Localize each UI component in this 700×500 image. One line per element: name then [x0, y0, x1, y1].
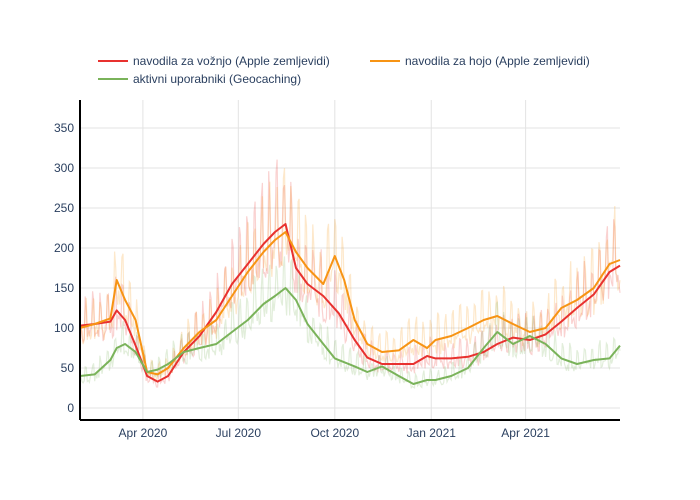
- x-tick-label: Apr 2020: [119, 426, 168, 440]
- legend[interactable]: navodila za vožnjo (Apple zemljevidi) nav…: [98, 54, 590, 86]
- daily-trace: [79, 159, 621, 388]
- legend-label: navodila za vožnjo (Apple zemljevidi): [133, 54, 330, 68]
- y-tick-label: 150: [54, 281, 74, 295]
- x-tick-label: Jul 2020: [216, 426, 262, 440]
- y-tick-label: 300: [54, 161, 74, 175]
- x-tick-label: Jan 2021: [407, 426, 457, 440]
- y-tick-labels: 0 50 100 150 200 250 300 350: [54, 121, 74, 415]
- y-tick-label: 350: [54, 121, 74, 135]
- legend-item[interactable]: navodila za vožnjo (Apple zemljevidi): [98, 54, 330, 68]
- series-line: [79, 287, 621, 385]
- y-gridlines: [80, 127, 620, 409]
- y-tick-label: 200: [54, 241, 74, 255]
- legend-label: navodila za hojo (Apple zemljevidi): [405, 54, 590, 68]
- x-tick-labels: Apr 2020 Jul 2020 Oct 2020 Jan 2021 Apr 2021: [119, 426, 551, 440]
- daily-value-traces: [79, 159, 621, 390]
- legend-item[interactable]: navodila za hojo (Apple zemljevidi): [370, 54, 590, 68]
- legend-label: aktivni uporabniki (Geocaching): [133, 72, 301, 86]
- x-tick-label: Apr 2021: [501, 426, 550, 440]
- x-tick-label: Oct 2020: [310, 426, 359, 440]
- series-line: [79, 231, 621, 376]
- y-tick-label: 50: [61, 361, 75, 375]
- axes: [79, 100, 620, 421]
- y-tick-label: 100: [54, 321, 74, 335]
- series-lines: [79, 223, 621, 385]
- series-line: [79, 223, 621, 383]
- legend-item[interactable]: aktivni uporabniki (Geocaching): [98, 72, 301, 86]
- y-tick-label: 250: [54, 201, 74, 215]
- y-tick-label: 0: [67, 401, 74, 415]
